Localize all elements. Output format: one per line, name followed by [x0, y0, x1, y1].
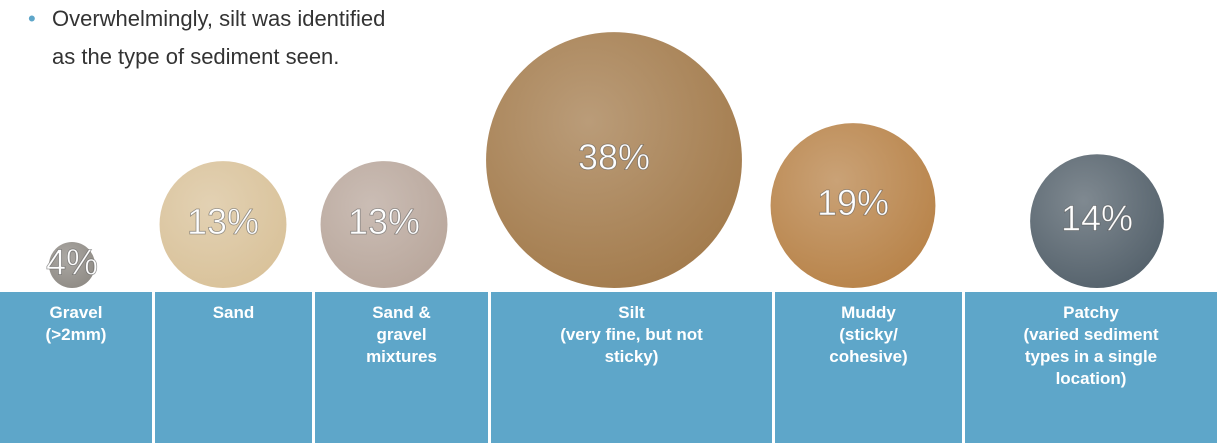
- value-label: 13%: [187, 201, 259, 242]
- category-label: Silt (very fine, but not sticky): [491, 292, 772, 443]
- value-label: 19%: [817, 182, 889, 223]
- bubble: [159, 161, 287, 288]
- category-label: Sand: [155, 292, 312, 443]
- chart: 4% 13% 13% 38% 19% 14%: [46, 32, 1164, 289]
- category-label: Patchy (varied sediment types in a singl…: [965, 292, 1217, 443]
- bubble: [320, 161, 448, 288]
- bullet-text: Overwhelmingly, silt was identified as t…: [52, 6, 386, 69]
- bullet-marker: •: [28, 6, 36, 31]
- value-label: 14%: [1061, 198, 1133, 239]
- value-label: 38%: [578, 137, 650, 178]
- value-label: 13%: [348, 201, 420, 242]
- category-label: Gravel (>2mm): [0, 292, 152, 443]
- bubble: [1030, 154, 1164, 288]
- bubble: [770, 123, 936, 289]
- category-label: Muddy (sticky/ cohesive): [775, 292, 962, 443]
- bubble: [49, 242, 95, 288]
- value-label: 4%: [46, 242, 98, 283]
- category-label: Sand & gravel mixtures: [315, 292, 488, 443]
- bubble: [486, 32, 742, 289]
